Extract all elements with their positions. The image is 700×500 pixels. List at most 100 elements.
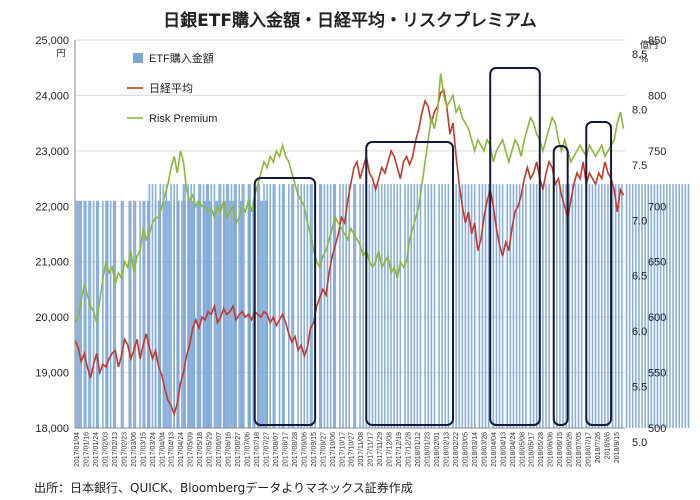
etf-bar xyxy=(580,184,583,428)
x-tick-label: 2017/03/06 xyxy=(131,432,138,467)
etf-bar xyxy=(133,200,135,428)
etf-bar xyxy=(407,184,409,428)
etf-bar xyxy=(249,184,251,428)
etf-bar xyxy=(176,184,179,428)
etf-bar xyxy=(106,200,109,428)
x-tick-label: 2017/12/08 xyxy=(387,432,394,467)
etf-bar xyxy=(384,184,386,428)
etf-bar xyxy=(311,184,313,428)
right-outer-tick-label: 650 xyxy=(648,257,666,269)
etf-bar xyxy=(387,184,389,428)
x-tick-label: 2017/08/17 xyxy=(282,432,289,467)
etf-bar xyxy=(264,200,267,428)
etf-bar xyxy=(628,184,631,428)
etf-bar xyxy=(165,184,168,428)
x-tick-label: 2018/7/26 xyxy=(595,432,602,463)
etf-bar xyxy=(681,184,684,428)
etf-bar xyxy=(142,200,144,428)
x-tick-label: 2017/01/24 xyxy=(93,432,100,467)
right-inner-tick-label: 8.0 xyxy=(632,104,647,116)
etf-bar xyxy=(257,184,259,428)
etf-bar xyxy=(481,184,484,428)
risk-premium-line xyxy=(74,73,625,324)
etf-bar xyxy=(291,184,293,428)
etf-bar xyxy=(274,184,276,428)
etf-bar xyxy=(326,184,329,428)
etf-bar xyxy=(641,184,643,428)
x-tick-label: 2018/02/22 xyxy=(453,432,460,467)
etf-bar xyxy=(512,184,515,428)
etf-bar xyxy=(672,184,674,428)
etf-bar xyxy=(525,184,527,428)
right-outer-tick-label: 750 xyxy=(648,146,666,158)
etf-bar xyxy=(151,184,154,428)
x-tick-label: 2017/12/19 xyxy=(396,432,403,467)
x-tick-label: 2017/03/15 xyxy=(140,432,147,467)
etf-bar xyxy=(687,184,690,428)
legend-label: Risk Premium xyxy=(149,113,217,125)
left-tick-label: 21,000 xyxy=(35,257,69,269)
etf-bar xyxy=(292,184,295,428)
etf-bar xyxy=(143,200,146,428)
etf-bar xyxy=(216,200,219,428)
etf-bar xyxy=(241,184,244,428)
right-inner-tick-label: 8.5 xyxy=(632,49,647,61)
x-tick-label: 2017/08/07 xyxy=(273,432,280,467)
highlight-box xyxy=(365,141,455,426)
etf-bar xyxy=(438,184,440,428)
left-axis-unit: 円 xyxy=(56,48,65,58)
x-tick-label: 2017/02/13 xyxy=(112,432,119,467)
etf-bar xyxy=(238,184,241,428)
etf-bar xyxy=(222,184,225,428)
etf-bar xyxy=(85,200,87,428)
x-tick-label: 2018/04/24 xyxy=(510,432,517,467)
etf-bar xyxy=(164,200,166,428)
etf-bar xyxy=(614,184,617,428)
right-outer-tick-label: 800 xyxy=(648,90,666,102)
x-tick-label: 2017/06/27 xyxy=(235,432,242,467)
right-outer-tick-label: 850 xyxy=(648,35,666,47)
etf-bar xyxy=(611,184,614,428)
etf-bar xyxy=(354,184,357,428)
etf-bar xyxy=(281,184,284,428)
x-tick-label: 2017/11/17 xyxy=(368,432,375,467)
etf-bar xyxy=(159,184,162,428)
etf-bar xyxy=(684,184,687,428)
x-tick-label: 2017/03/24 xyxy=(150,432,157,467)
etf-bar xyxy=(653,184,656,428)
x-tick-label: 2018/06/06 xyxy=(548,432,555,467)
x-tick-label: 2017/06/07 xyxy=(216,432,223,467)
etf-bar xyxy=(458,184,461,428)
left-tick-label: 20,000 xyxy=(35,312,69,324)
etf-bar xyxy=(309,184,312,428)
etf-bar xyxy=(498,184,501,428)
highlight-box xyxy=(585,121,613,426)
x-tick-label: 2018/03/14 xyxy=(472,432,479,467)
etf-bar xyxy=(495,184,498,428)
x-tick-label: 2018/06/15 xyxy=(557,432,564,467)
x-tick-label: 2017/05/29 xyxy=(207,432,214,467)
etf-bar xyxy=(269,184,272,428)
etf-bar xyxy=(675,184,677,428)
etf-bar xyxy=(167,200,169,428)
legend-swatch-etf xyxy=(133,53,143,63)
highlight-box xyxy=(253,177,317,426)
x-tick-label: 2017/08/28 xyxy=(292,432,299,467)
etf-bar xyxy=(170,184,172,428)
etf-bar xyxy=(173,184,175,428)
x-tick-label: 2017/04/04 xyxy=(159,432,166,467)
etf-bar xyxy=(318,184,321,428)
x-tick-label: 2018/07/17 xyxy=(586,432,593,467)
etf-bar xyxy=(545,184,547,428)
etf-bar xyxy=(204,200,206,428)
etf-bar xyxy=(644,184,646,428)
etf-bar xyxy=(656,184,659,428)
etf-bar xyxy=(427,184,430,428)
etf-bar xyxy=(202,184,205,428)
etf-bar xyxy=(455,184,457,428)
etf-bar xyxy=(467,184,470,428)
x-tick-label: 2017/10/06 xyxy=(330,432,337,467)
etf-bar xyxy=(532,184,535,428)
etf-bar xyxy=(359,184,361,428)
x-tick-label: 2018/05/17 xyxy=(529,432,536,467)
